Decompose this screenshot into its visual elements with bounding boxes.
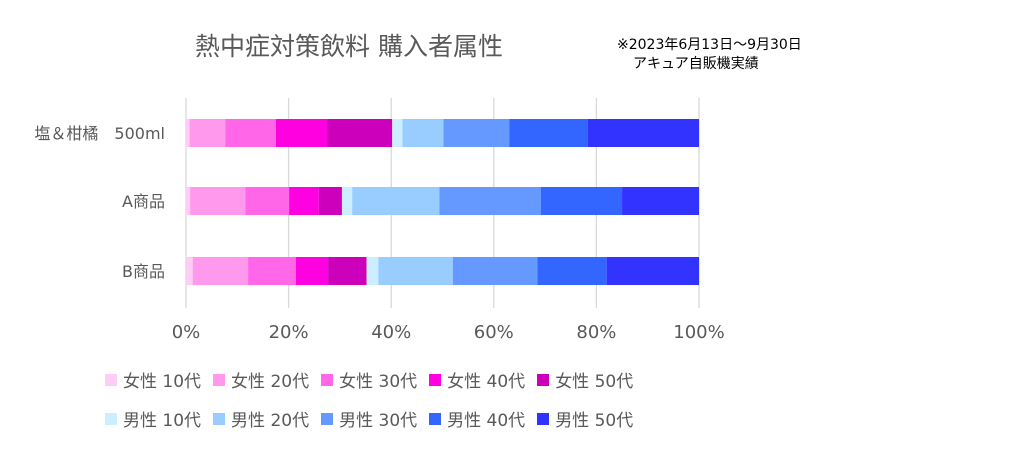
legend-swatch <box>429 412 442 425</box>
legend-item: 女性 50代 <box>537 367 633 392</box>
bar-segment <box>452 257 538 285</box>
bar-segment <box>225 119 276 147</box>
legend-swatch <box>213 412 226 425</box>
bar-segment <box>190 187 246 215</box>
legend-label: 男性 40代 <box>447 411 526 431</box>
bar-segment <box>587 119 699 147</box>
bar-segment <box>245 187 290 215</box>
date-note: ※2023年6月13日～9月30日 アキュア自販機実績 <box>617 36 802 74</box>
bar-segment <box>186 187 191 215</box>
bar-segment <box>275 119 328 147</box>
legend-label: 男性 30代 <box>339 411 418 431</box>
bar-segment <box>402 119 444 147</box>
legend-item: 女性 10代 <box>105 367 201 392</box>
legend-swatch <box>537 373 550 386</box>
bar-segment <box>443 119 510 147</box>
legend-swatch <box>105 412 117 425</box>
legend-swatch <box>537 412 550 425</box>
legend-item: 女性 20代 <box>213 367 309 392</box>
legend-item: 男性 10代 <box>105 406 201 431</box>
legend-swatch <box>321 412 334 425</box>
bar-segment <box>289 187 319 215</box>
bar-segment <box>622 187 699 215</box>
x-tick-label: 20% <box>269 322 309 343</box>
bar-segment <box>295 257 329 285</box>
bar-segment <box>509 119 588 147</box>
bar-segment <box>392 119 403 147</box>
x-tick-label: 0% <box>172 322 201 343</box>
legend-label: 女性 50代 <box>555 372 634 392</box>
legend-item: 男性 20代 <box>213 406 309 431</box>
x-tick-label: 60% <box>474 322 514 343</box>
bar-segment <box>439 187 541 215</box>
legend-item: 女性 40代 <box>429 367 525 392</box>
y-category-label: 塩＆柑橘 500ml <box>34 124 165 143</box>
chart-title: 熱中症対策飲料 購入者属性 <box>195 32 503 61</box>
date-note-line-1: ※2023年6月13日～9月30日 <box>617 37 802 53</box>
bar-segment <box>378 257 453 285</box>
legend-label: 女性 30代 <box>339 372 418 392</box>
bar-segment <box>352 187 440 215</box>
legend-swatch <box>429 373 442 386</box>
bar-segment <box>186 257 193 285</box>
legend-swatch <box>213 373 226 386</box>
bar-segment <box>341 187 353 215</box>
bar-segment <box>189 119 226 147</box>
x-tick-label: 40% <box>371 322 411 343</box>
x-tick-label: 100% <box>673 322 724 343</box>
legend-row-male: 男性 10代 男性 20代 男性 30代 男性 40代 男性 50代 <box>105 406 645 431</box>
legend-item: 男性 40代 <box>429 406 525 431</box>
bar-segment <box>328 257 367 285</box>
bars-layer <box>186 119 699 285</box>
bar-segment <box>366 257 379 285</box>
legend-item: 男性 50代 <box>537 406 633 431</box>
bar-segment <box>318 187 342 215</box>
x-tick-label: 80% <box>576 322 616 343</box>
bar-segment <box>186 119 190 147</box>
legend-label: 女性 40代 <box>447 372 526 392</box>
bar-segment <box>192 257 249 285</box>
bar-segment <box>606 257 699 285</box>
legend-swatch <box>105 373 117 386</box>
axis-layer: 0% 20% 40% 60% 80% 100% 塩＆柑橘 500ml A商品 B商品 <box>34 124 724 343</box>
legend-item: 女性 30代 <box>321 367 417 392</box>
legend-label: 女性 20代 <box>231 372 310 392</box>
y-category-label: B商品 <box>122 262 165 281</box>
legend-row-female: 女性 10代 女性 20代 女性 30代 女性 40代 女性 50代 <box>105 367 645 392</box>
legend-label: 女性 10代 <box>123 372 202 392</box>
bar-segment <box>248 257 296 285</box>
legend-item: 男性 30代 <box>321 406 417 431</box>
legend-label: 男性 10代 <box>123 411 202 431</box>
legend-swatch <box>321 373 334 386</box>
legend-label: 男性 20代 <box>231 411 310 431</box>
bar-segment <box>537 257 607 285</box>
bar-segment <box>327 119 393 147</box>
date-note-line-2: アキュア自販機実績 <box>633 56 759 72</box>
y-category-label: A商品 <box>122 192 165 211</box>
legend-label: 男性 50代 <box>555 411 634 431</box>
bar-segment <box>540 187 623 215</box>
